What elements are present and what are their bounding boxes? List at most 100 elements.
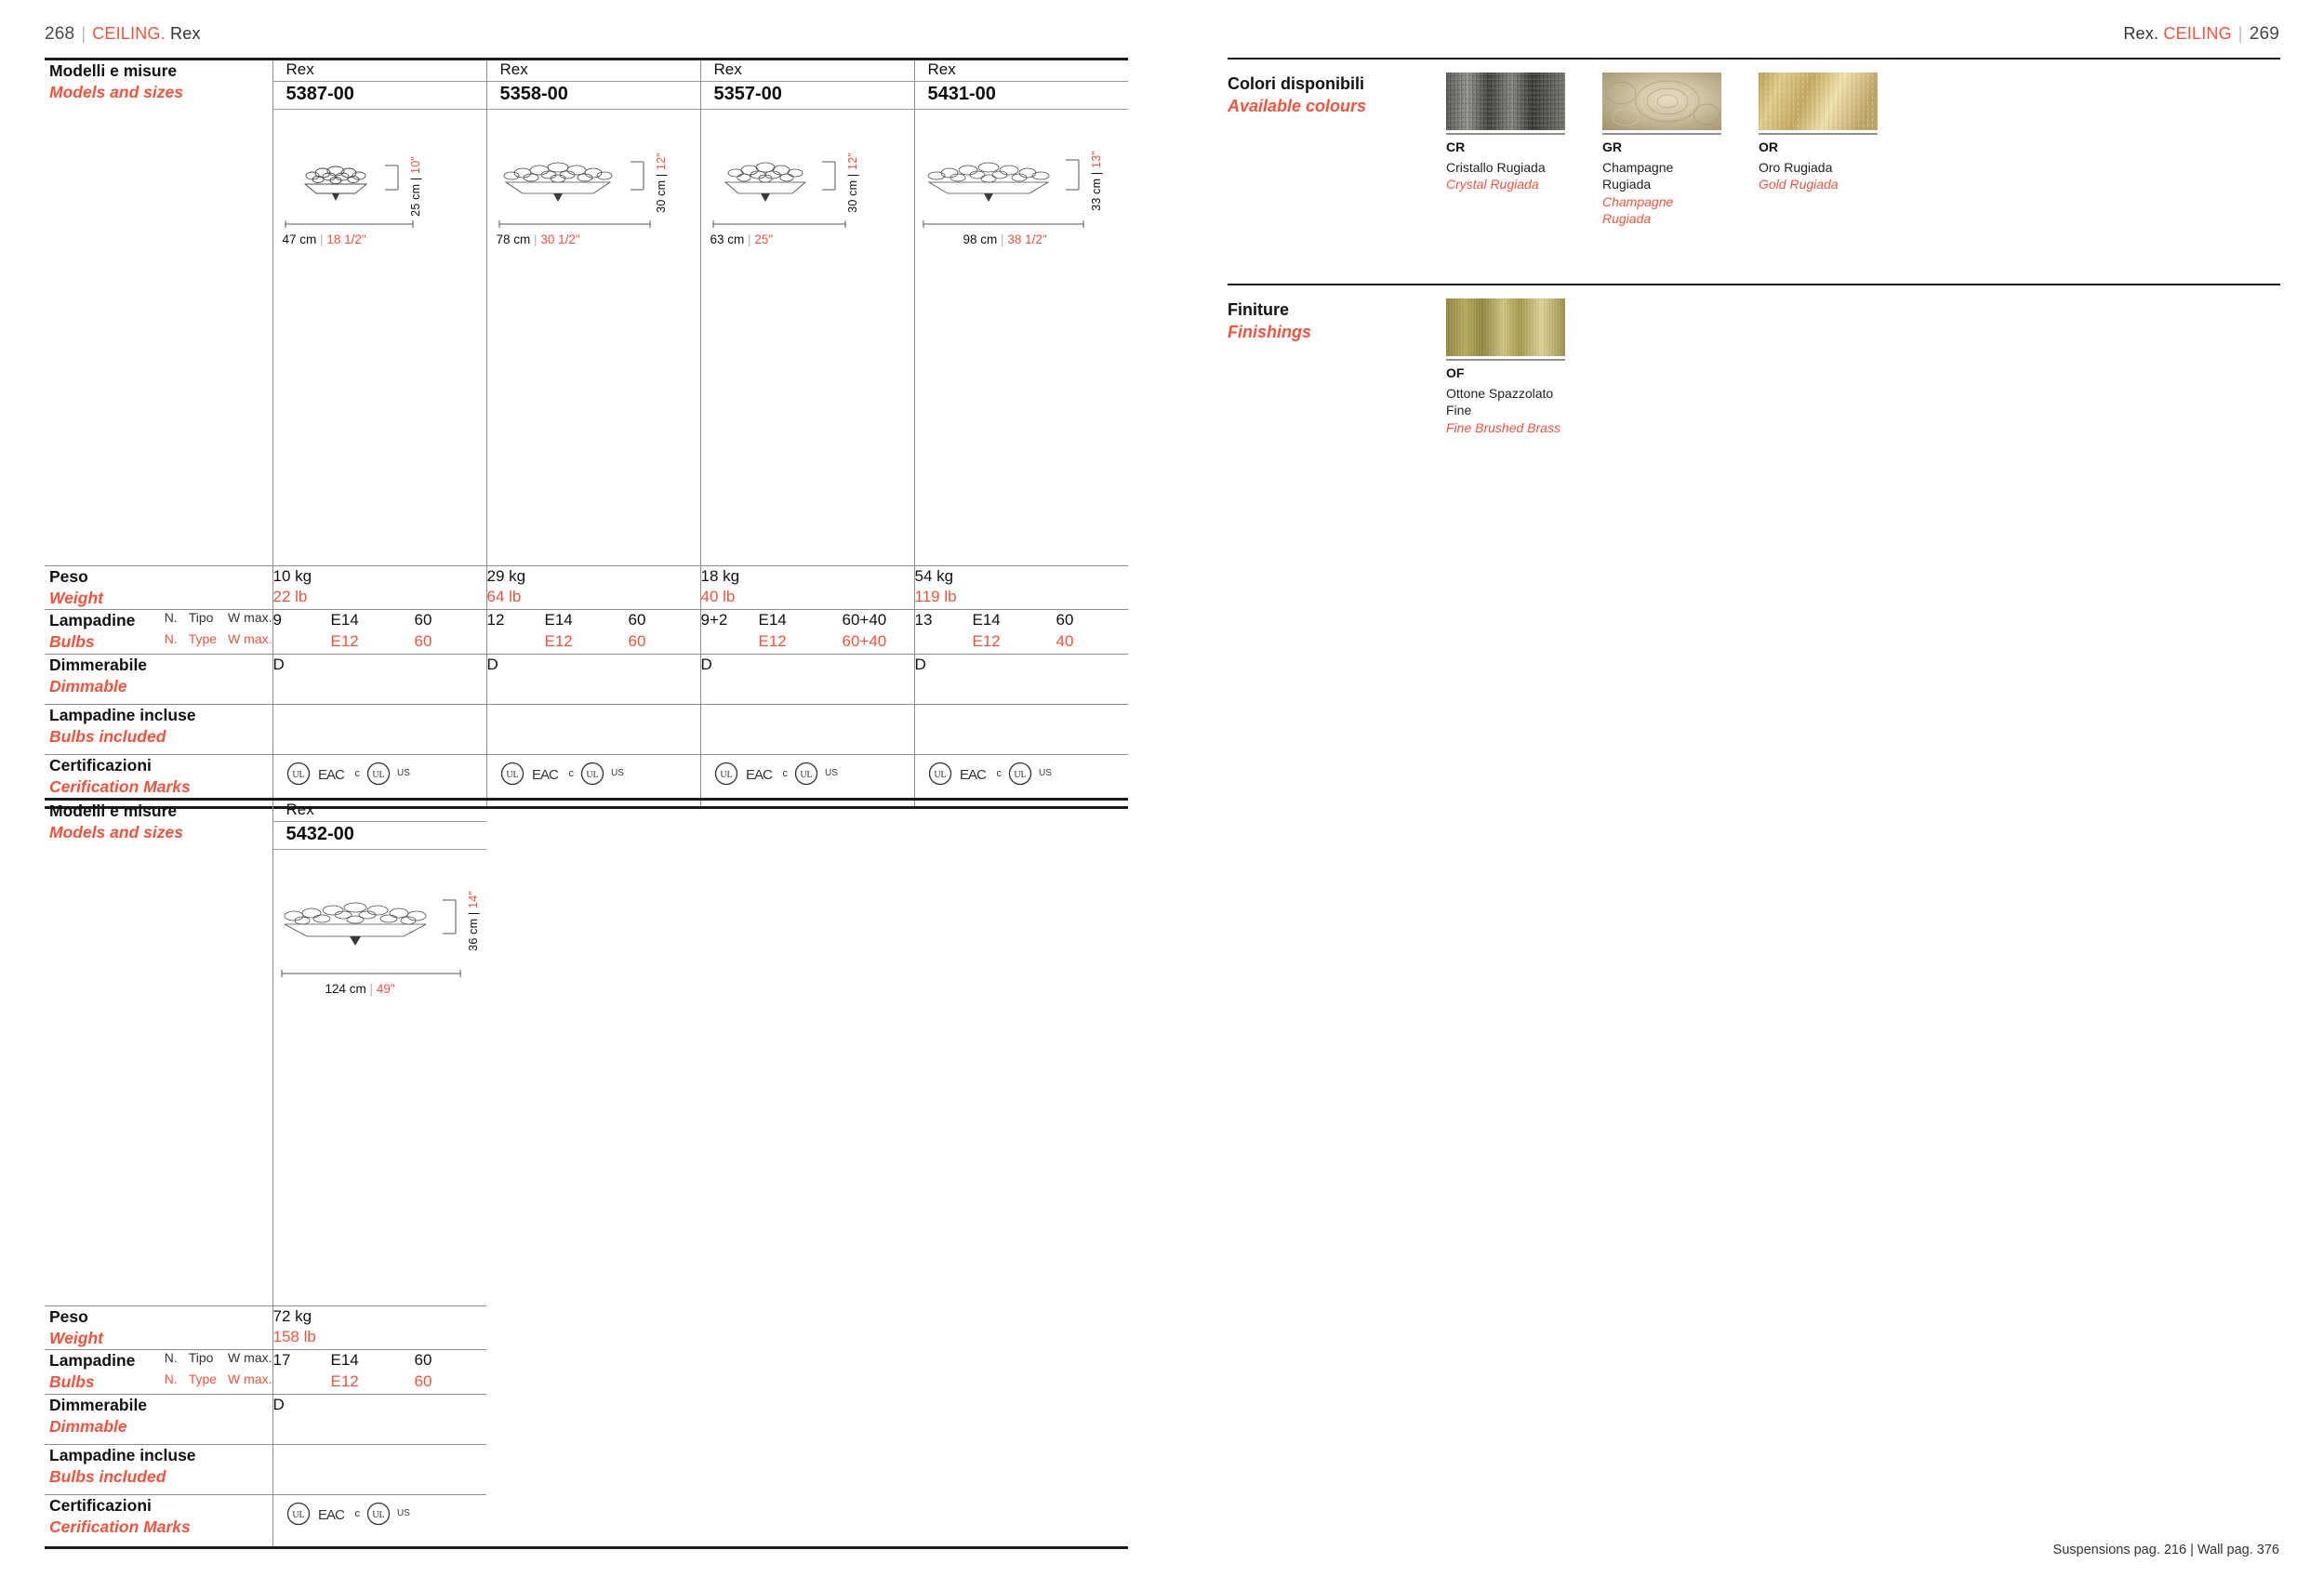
svg-text:EAC: EAC — [532, 767, 559, 783]
dimmable-value-cell: D — [485, 653, 700, 705]
cross-reference-footer: Suspensions pag. 216 | Wall pag. 376 — [2052, 1543, 2279, 1557]
width-dimension-label: 98 cm | 38 1/2" — [963, 232, 1047, 246]
c-prefix-label: c — [568, 767, 575, 779]
finish-swatch-item[interactable]: OF Ottone Spazzolato Fine Fine Brushed B… — [1446, 298, 1565, 436]
weight-value-cell: 10 kg 22 lb — [272, 564, 486, 610]
us-suffix-label: US — [1039, 768, 1052, 779]
swatch-rule — [1446, 133, 1565, 135]
header-divider-right: | — [2238, 24, 2243, 43]
svg-text:UL: UL — [1014, 770, 1026, 780]
colours-top-rule — [1228, 58, 2280, 60]
eac-mark-icon: EAC — [318, 1507, 346, 1523]
colour-swatch-item[interactable]: GR Champagne Rugiada Champagne Rugiada — [1602, 73, 1721, 228]
row-label-dimmable: Dimmerabile Dimmable — [45, 1393, 272, 1445]
dimmable-value-cell: D — [913, 653, 1128, 705]
colour-swatch-item[interactable]: CR Cristallo Rugiada Crystal Rugiada — [1446, 73, 1565, 228]
weight-value-cell: 54 kg 119 lb — [913, 564, 1128, 610]
gold-rugiada-swatch — [1759, 73, 1878, 130]
colour-code: OR — [1759, 139, 1778, 154]
product-drawing-wrapper: 30 cm | 12" 63 cm | 25" — [701, 110, 914, 268]
height-dimension-bracket-icon — [442, 899, 456, 934]
model-family: Rex — [499, 60, 528, 78]
certification-marks-cell: UL EAC c UL US — [913, 753, 1128, 807]
height-dimension-label: 30 cm | 12" — [845, 152, 859, 213]
certification-marks-cell: UL EAC c UL US — [272, 1493, 486, 1547]
width-dimension-bracket-icon — [923, 220, 1083, 228]
bulbs-included-value-cell — [272, 1443, 486, 1495]
finish-code: OF — [1446, 365, 1465, 380]
cul-us-mark-icon: UL — [366, 1502, 391, 1525]
colours-heading: Colori disponibili Available colours — [1228, 74, 1367, 116]
svg-text:UL: UL — [292, 1510, 304, 1520]
bulbs-value-cell: 12 E14 60 E12 60 — [485, 609, 700, 655]
table-row-dimmable: Dimmerabile Dimmable D — [45, 1393, 1128, 1445]
height-dimension-bracket-icon — [1065, 159, 1079, 191]
height-dimension-bracket-icon — [821, 161, 835, 191]
header-divider: | — [81, 24, 86, 43]
bulbs-value-cell: 17 E14 60 E12 60 — [272, 1349, 486, 1395]
champagne-rugiada-swatch — [1602, 73, 1721, 130]
svg-text:UL: UL — [372, 770, 384, 780]
ceiling-lamp-drawing-icon — [927, 162, 1049, 202]
swatch-rule — [1602, 133, 1721, 135]
c-prefix-label: c — [354, 1507, 361, 1519]
svg-text:UL: UL — [934, 770, 946, 780]
model-cell-5358-00: Rex 5358-00 — [485, 60, 700, 268]
row-label-bulbs-included: Lampadine incluse Bulbs included — [45, 1443, 272, 1495]
weight-value-cell: 72 kg 158 lb — [272, 1305, 486, 1350]
finishings-section: Finiture Finishings — [1228, 284, 2280, 436]
row-label-bulbs-included: Lampadine incluse Bulbs included — [45, 703, 272, 755]
model-family: Rex — [713, 60, 742, 78]
eac-mark-icon: EAC — [960, 767, 988, 783]
model-cell-5431-00: Rex 5431-00 — [913, 60, 1128, 268]
bulbs-included-value-cell — [913, 703, 1128, 755]
us-suffix-label: US — [397, 1508, 410, 1519]
eac-mark-icon: EAC — [318, 767, 346, 783]
cul-us-mark-icon: UL — [580, 762, 604, 785]
dimmable-value-cell: D — [272, 1393, 486, 1445]
row-label-bulbs: Lampadine N. Tipo W max. Bulbs N. Type W… — [45, 1349, 272, 1395]
ceiling-lamp-drawing-icon — [284, 902, 426, 946]
finish-name-it: Ottone Spazzolato Fine — [1446, 386, 1554, 418]
table-spacer — [45, 1017, 1128, 1305]
ceiling-lamp-drawing-icon — [303, 166, 367, 201]
weight-value-cell: 18 kg 40 lb — [699, 564, 914, 610]
model-code: 5387-00 — [272, 81, 486, 110]
bulbs-value-cell: 13 E14 60 E12 40 — [913, 609, 1128, 655]
crystal-rugiada-swatch — [1446, 73, 1565, 130]
table-row-certifications: Certificazioni Cerification Marks UL EAC… — [45, 1493, 1128, 1547]
eac-mark-icon: EAC — [532, 767, 560, 783]
table-row-bulbs-included: Lampadine incluse Bulbs included — [45, 1443, 1128, 1495]
svg-text:UL: UL — [372, 1510, 384, 1520]
us-suffix-label: US — [825, 768, 838, 779]
eac-mark-icon: EAC — [746, 767, 774, 783]
colour-name-en: Crystal Rugiada — [1446, 177, 1539, 192]
ul-mark-icon: UL — [286, 762, 310, 785]
row-label-dimmable: Dimmerabile Dimmable — [45, 653, 272, 705]
ul-mark-icon: UL — [286, 1502, 310, 1525]
finish-swatch-list: OF Ottone Spazzolato Fine Fine Brushed B… — [1446, 298, 1565, 436]
colour-swatch-item[interactable]: OR Oro Rugiada Gold Rugiada — [1759, 73, 1878, 228]
model-cell-5357-00: Rex 5357-00 — [699, 60, 914, 268]
running-head-left: 268 | CEILING. Rex — [45, 24, 201, 45]
c-prefix-label: c — [354, 767, 361, 779]
svg-text:UL: UL — [506, 770, 518, 780]
row-label-models: Modelli e misure Models and sizes — [49, 802, 183, 842]
width-dimension-label: 63 cm | 25" — [710, 232, 774, 246]
swatch-rule — [1759, 133, 1878, 135]
height-dimension-bracket-icon — [384, 165, 398, 191]
bulbs-value-cell: 9 E14 60 E12 60 — [272, 609, 486, 655]
bulbs-included-value-cell — [699, 703, 914, 755]
models-table-top: Modelli e misure Models and sizes Rex 53… — [45, 58, 1128, 810]
cul-us-mark-icon: UL — [794, 762, 818, 785]
table-spacer — [45, 268, 1128, 565]
svg-text:UL: UL — [720, 770, 732, 780]
models-table-bottom: Modelli e misure Models and sizes Rex 54… — [45, 798, 1128, 1550]
svg-text:UL: UL — [292, 770, 304, 780]
height-dimension-label: 30 cm | 12" — [654, 152, 668, 213]
model-cell-5387-00: Rex 5387-00 — [272, 60, 486, 268]
table-row-models: Modelli e misure Models and sizes Rex 53… — [45, 60, 1128, 268]
section-name-right: CEILING — [2163, 24, 2232, 43]
colour-code: CR — [1446, 139, 1466, 154]
